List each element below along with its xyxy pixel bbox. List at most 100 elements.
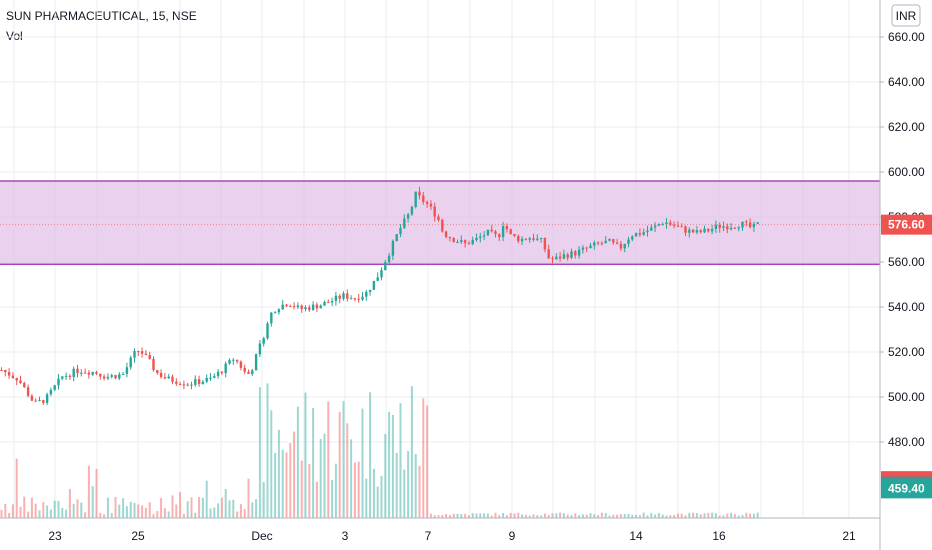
candle-body <box>539 238 543 240</box>
candle-body <box>209 377 212 379</box>
candle-body <box>585 247 588 249</box>
volume-bar <box>388 411 391 518</box>
candle-body <box>266 323 269 339</box>
candle-body <box>448 236 452 239</box>
volume-bar <box>171 495 174 518</box>
candle-body <box>608 239 611 241</box>
volume-bar <box>384 433 387 518</box>
candle-body <box>201 381 205 384</box>
volume-bar <box>676 513 679 518</box>
candle-body <box>102 376 106 379</box>
candle-body <box>159 372 163 378</box>
volume-bar <box>118 504 121 518</box>
candle-body <box>577 249 581 256</box>
candle-body <box>171 376 174 382</box>
candle-body <box>589 245 592 249</box>
volume-bar <box>315 481 318 518</box>
volume-bar <box>334 463 337 518</box>
candle-body <box>178 383 182 385</box>
candle-body <box>733 227 737 229</box>
volume-bar <box>289 443 292 518</box>
candle-body <box>262 338 265 344</box>
price-tick-label: 620.00 <box>888 120 925 134</box>
volume-bar <box>38 510 41 518</box>
candle-body <box>653 225 657 228</box>
candle-body <box>106 376 110 379</box>
candle-body <box>676 225 680 227</box>
price-tick-label: 520.00 <box>888 345 925 359</box>
candle-body <box>228 360 231 364</box>
volume-bar <box>4 503 7 518</box>
volume-bar <box>699 514 702 518</box>
candle-body <box>710 228 714 232</box>
price-tick-label: 480.00 <box>888 435 925 449</box>
volume-bar <box>220 497 223 518</box>
volume-bar <box>323 433 326 518</box>
volume-bar <box>201 497 204 518</box>
volume-bar <box>236 511 239 518</box>
volume-bar <box>646 515 649 518</box>
candle-body <box>243 367 246 372</box>
candle-body <box>395 234 398 241</box>
candle-body <box>205 377 208 382</box>
candle-body <box>684 226 687 233</box>
candle-body <box>471 240 474 245</box>
volume-bar <box>11 504 14 518</box>
volume-bar <box>372 468 375 518</box>
volume-bar <box>589 513 592 518</box>
candle-body <box>61 376 64 379</box>
volume-bar <box>619 514 622 518</box>
volume-bar <box>604 512 607 518</box>
candle-body <box>125 367 129 375</box>
candle-body <box>323 302 326 306</box>
volume-bar <box>103 514 106 518</box>
time-tick-label: 14 <box>629 529 643 543</box>
volume-bar <box>661 514 664 518</box>
candle-body <box>714 224 718 229</box>
volume-bar <box>410 386 413 518</box>
volume-bar <box>205 480 208 518</box>
candle-body <box>38 400 41 402</box>
volume-bar <box>365 478 368 518</box>
volume-bar <box>585 514 588 518</box>
candle-body <box>547 249 550 259</box>
volume-bar <box>559 512 562 518</box>
candle-body <box>235 359 239 362</box>
volume-bar <box>34 503 37 518</box>
volume-bar <box>46 505 49 518</box>
volume-bar <box>422 398 425 518</box>
volume-bar <box>361 408 364 518</box>
currency-button[interactable] <box>891 4 921 27</box>
volume-bar <box>251 502 254 518</box>
candle-body <box>76 368 79 374</box>
candle-body <box>524 238 528 240</box>
volume-bar <box>536 515 539 518</box>
candle-body <box>479 236 482 238</box>
last-price-badge <box>881 214 932 235</box>
candle-body <box>311 304 315 310</box>
volume-bar <box>452 513 455 518</box>
volume-bar <box>414 454 417 518</box>
volume-bar <box>502 513 505 518</box>
volume-bar <box>247 478 250 518</box>
candle-body <box>574 251 577 256</box>
volume-bar <box>30 497 33 518</box>
candle-body <box>718 224 721 228</box>
candle-body <box>707 228 710 232</box>
volume-bar <box>76 499 79 518</box>
candle-body <box>387 255 391 263</box>
candle-body <box>703 228 706 233</box>
candle-body <box>433 206 436 217</box>
volume-bar <box>635 514 638 518</box>
time-tick-label: 3 <box>342 529 349 543</box>
volume-bar <box>498 515 501 518</box>
candle-body <box>304 307 307 310</box>
volume-bar <box>262 482 265 518</box>
candle-body <box>422 195 425 202</box>
volume-bar <box>258 387 261 518</box>
volume-bar <box>737 515 740 518</box>
volume-bar <box>224 488 227 518</box>
candle-body <box>144 353 148 356</box>
volume-bar <box>270 410 273 518</box>
